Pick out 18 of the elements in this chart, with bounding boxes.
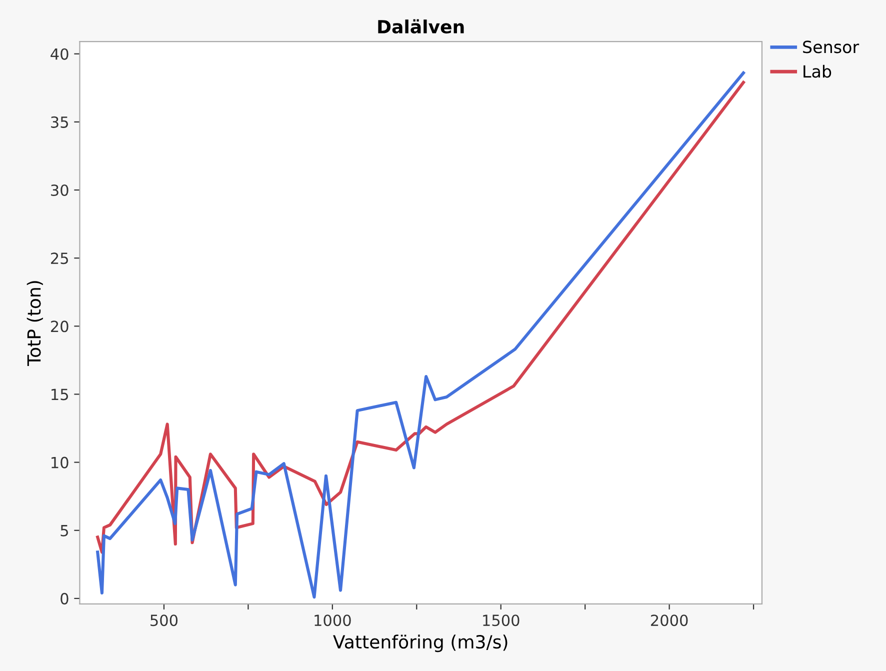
y-axis-title: TotP (ton) [26,281,43,366]
y-tick-label: 10 [52,456,68,468]
x-tick-label: 500 [150,614,178,626]
y-tick-label: 25 [51,252,68,264]
y-tick-label: 0 [60,592,68,604]
x-tick-label: 1000 [314,614,351,626]
legend-label: Lab [804,64,832,78]
y-tick-label: 20 [51,320,68,332]
y-tick-label: 40 [50,48,68,60]
legend-label: Sensor [803,40,860,54]
chart-title: Dalälven [378,19,464,34]
x-tick-label: 1500 [483,614,520,626]
y-tick-label: 15 [52,388,68,400]
y-tick-label: 30 [51,184,68,196]
y-tick-label: 35 [51,116,68,128]
y-tick-label: 5 [60,525,68,536]
x-tick-label: 2000 [650,614,688,626]
x-axis-title: Vattenföring (m3/s) [333,634,508,652]
